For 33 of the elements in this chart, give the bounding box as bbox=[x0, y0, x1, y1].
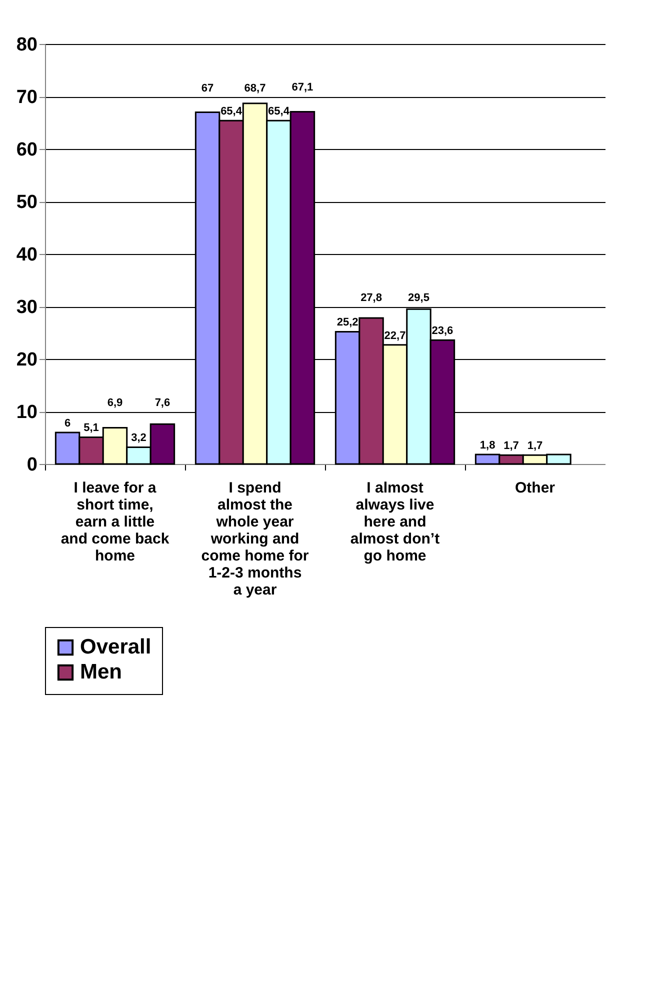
data-label: 1,7 bbox=[527, 440, 543, 452]
data-label: 67 bbox=[201, 82, 214, 94]
data-label: 27,8 bbox=[360, 292, 382, 304]
y-tick-label: 80 bbox=[16, 34, 38, 56]
y-tick-label: 50 bbox=[16, 192, 38, 213]
y-tick-label: 30 bbox=[16, 297, 38, 318]
legend-label: Overall bbox=[80, 636, 152, 658]
y-tick-label: 20 bbox=[16, 350, 38, 370]
data-label: 6,9 bbox=[107, 396, 123, 409]
data-label: 23,6 bbox=[432, 325, 454, 338]
data-label: 3,2 bbox=[131, 432, 146, 444]
data-label: 6 bbox=[64, 418, 71, 430]
x-tick-label: I leave for a short time, earn a little and come back home bbox=[60, 480, 170, 564]
x-tick-label: Other bbox=[514, 480, 556, 496]
legend-label: Men bbox=[80, 660, 122, 684]
data-label: 5,1 bbox=[84, 422, 99, 434]
data-label: 7,6 bbox=[154, 397, 170, 410]
y-tick-label: 70 bbox=[16, 87, 38, 108]
data-label: 1,8 bbox=[480, 440, 496, 452]
y-tick-label: 60 bbox=[16, 140, 38, 160]
data-label: 29,5 bbox=[408, 292, 430, 304]
x-tick-label: I spend almost the whole year working and come home for 1-2-3 months a year bbox=[201, 480, 309, 598]
data-label: 67,1 bbox=[292, 82, 314, 94]
data-label: 68,7 bbox=[244, 82, 266, 94]
y-tick-label: 40 bbox=[16, 244, 38, 266]
data-label: 1,7 bbox=[504, 440, 519, 452]
y-tick-label: 10 bbox=[16, 402, 38, 423]
data-label: 65,4 bbox=[220, 106, 243, 118]
data-label: 25,2 bbox=[336, 316, 358, 329]
y-tick-label: 0 bbox=[26, 454, 38, 476]
x-tick-label: I almost always live here and almost don’t go home bbox=[350, 480, 440, 564]
data-label: 65,4 bbox=[268, 106, 290, 118]
data-label: 22,7 bbox=[384, 330, 406, 342]
